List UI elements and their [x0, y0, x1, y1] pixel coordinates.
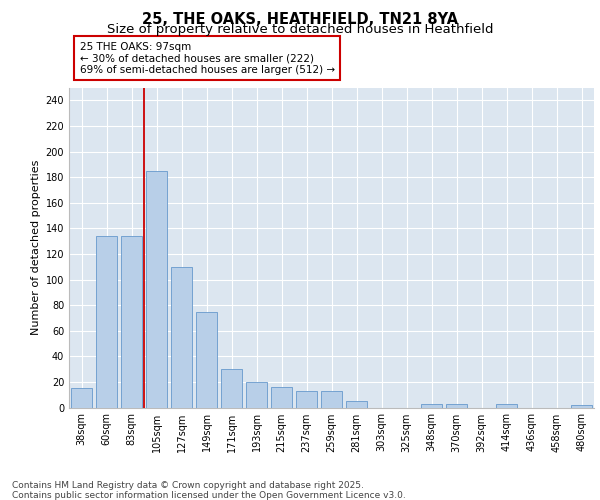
Bar [446, 404, 467, 407]
Bar [146, 170, 167, 408]
Bar [71, 388, 92, 407]
Y-axis label: Number of detached properties: Number of detached properties [31, 160, 41, 335]
Bar [321, 391, 342, 407]
Text: 25, THE OAKS, HEATHFIELD, TN21 8YA: 25, THE OAKS, HEATHFIELD, TN21 8YA [142, 12, 458, 28]
Bar [496, 404, 517, 407]
Bar [171, 266, 192, 408]
Bar [571, 405, 592, 407]
Bar [296, 391, 317, 407]
Bar [246, 382, 267, 407]
Bar [421, 404, 442, 407]
Bar [221, 369, 242, 408]
Bar [346, 401, 367, 407]
Text: Contains HM Land Registry data © Crown copyright and database right 2025.: Contains HM Land Registry data © Crown c… [12, 481, 364, 490]
Text: Contains public sector information licensed under the Open Government Licence v3: Contains public sector information licen… [12, 491, 406, 500]
Text: 25 THE OAKS: 97sqm
← 30% of detached houses are smaller (222)
69% of semi-detach: 25 THE OAKS: 97sqm ← 30% of detached hou… [79, 42, 335, 74]
Bar [96, 236, 117, 408]
Text: Size of property relative to detached houses in Heathfield: Size of property relative to detached ho… [107, 22, 493, 36]
Bar [196, 312, 217, 408]
Bar [271, 387, 292, 407]
Bar [121, 236, 142, 408]
